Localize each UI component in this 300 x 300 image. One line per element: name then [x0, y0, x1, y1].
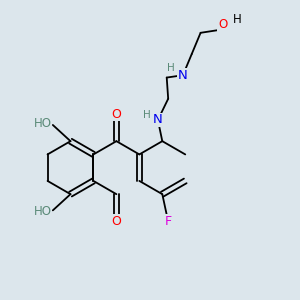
Text: N: N: [153, 113, 163, 127]
Text: HO: HO: [34, 205, 52, 218]
Text: O: O: [112, 215, 121, 228]
Text: O: O: [112, 108, 121, 121]
Text: F: F: [165, 215, 172, 228]
Text: O: O: [218, 18, 227, 31]
Text: N: N: [178, 69, 188, 82]
Text: H: H: [232, 13, 241, 26]
Text: H: H: [143, 110, 151, 120]
Text: HO: HO: [34, 117, 52, 130]
Text: H: H: [167, 63, 174, 73]
